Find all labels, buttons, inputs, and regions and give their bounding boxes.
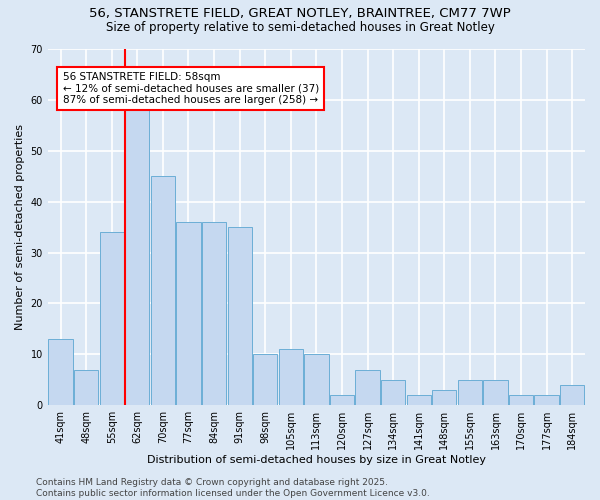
Bar — [509, 395, 533, 405]
Bar — [49, 339, 73, 405]
Bar — [355, 370, 380, 405]
Bar — [100, 232, 124, 405]
Bar — [74, 370, 98, 405]
Bar — [432, 390, 457, 405]
Text: Size of property relative to semi-detached houses in Great Notley: Size of property relative to semi-detach… — [106, 21, 494, 34]
Text: 56 STANSTRETE FIELD: 58sqm
← 12% of semi-detached houses are smaller (37)
87% of: 56 STANSTRETE FIELD: 58sqm ← 12% of semi… — [62, 72, 319, 105]
Bar — [176, 222, 200, 405]
Bar — [458, 380, 482, 405]
Bar — [535, 395, 559, 405]
Bar — [253, 354, 277, 405]
Text: Contains HM Land Registry data © Crown copyright and database right 2025.
Contai: Contains HM Land Registry data © Crown c… — [36, 478, 430, 498]
Bar — [151, 176, 175, 405]
Bar — [560, 385, 584, 405]
Bar — [484, 380, 508, 405]
Bar — [330, 395, 354, 405]
Bar — [407, 395, 431, 405]
Y-axis label: Number of semi-detached properties: Number of semi-detached properties — [15, 124, 25, 330]
Text: 56, STANSTRETE FIELD, GREAT NOTLEY, BRAINTREE, CM77 7WP: 56, STANSTRETE FIELD, GREAT NOTLEY, BRAI… — [89, 8, 511, 20]
Bar — [304, 354, 329, 405]
Bar — [125, 110, 149, 405]
X-axis label: Distribution of semi-detached houses by size in Great Notley: Distribution of semi-detached houses by … — [147, 455, 486, 465]
Bar — [278, 349, 303, 405]
Bar — [227, 227, 252, 405]
Bar — [202, 222, 226, 405]
Bar — [381, 380, 405, 405]
